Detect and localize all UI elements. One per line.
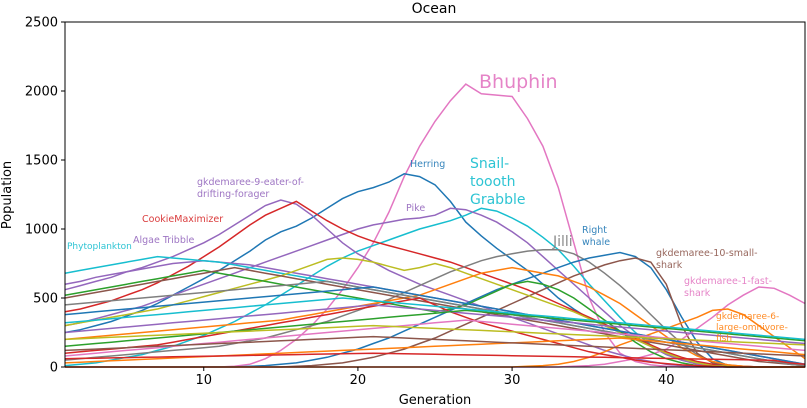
series-label-bhuphin: Bhuphin	[479, 71, 558, 93]
series-label-algae-tribble: Algae Tribble	[133, 235, 195, 246]
series-label-gkdemaree-10-small-shark: gkdemaree-10-small-shark	[656, 248, 758, 271]
series-labels: Bhuphin Herring Snail-toooth Grabble Pike gkd…	[67, 71, 788, 344]
series-line-unlabeled-16	[64, 266, 806, 367]
y-axis-label: Population	[0, 161, 15, 229]
series-label-gkdemaree-1-fast-shark: gkdemaree-1-fast-shark	[684, 276, 772, 299]
series-line-pike	[64, 207, 805, 368]
series-line-unlabeled-19	[64, 286, 806, 365]
series-line-unlabeled-14	[64, 269, 805, 368]
series-line-unlabeled-18	[64, 297, 805, 368]
series-line-cookiemaximizer	[64, 200, 805, 368]
series-label-pike: Pike	[406, 203, 425, 214]
x-axis-label: Generation	[399, 393, 472, 408]
series-line-unlabeled-21	[64, 309, 806, 348]
series-label-cookiemaximizer: CookieMaximizer	[142, 214, 223, 225]
chart-title: Ocean	[412, 1, 457, 17]
series-label-herring: Herring	[410, 159, 445, 170]
x-tick-label: 20	[350, 373, 367, 388]
y-tick-label: 0	[50, 361, 58, 376]
y-tick-label: 1500	[25, 154, 58, 169]
y-tick-label: 2000	[25, 85, 58, 100]
plot-frame	[64, 21, 806, 368]
y-axis: 0 500 1000 1500 2000 2500	[25, 16, 65, 376]
series-line-unlabeled-24	[64, 324, 806, 346]
x-axis: 10 20 30 40	[195, 367, 675, 388]
y-tick-label: 2500	[25, 16, 58, 31]
y-tick-label: 500	[33, 292, 58, 307]
series-line-unlabeled-17	[64, 280, 806, 367]
series-label-gkdemaree-9-eater-of-drifting-forager: gkdemaree-9-eater-of-drifting-forager	[197, 177, 304, 200]
y-tick-label: 1000	[25, 223, 58, 238]
series-line-unlabeled-26	[64, 335, 806, 357]
series-line-unlabeled-27	[64, 352, 806, 365]
series-line-unlabeled-25	[64, 337, 806, 364]
series-label-snail-toooth-grabble: Snail-toooth Grabble	[470, 156, 525, 208]
x-tick-label: 40	[658, 373, 675, 388]
series-label-phytoplankton: Phytoplankton	[67, 242, 132, 252]
series-label-jilli: Jilli	[552, 234, 573, 250]
series-line-unlabeled-20	[64, 304, 806, 345]
series-line-unlabeled-22	[64, 297, 806, 341]
series-label-right-whale: Right whale	[582, 225, 610, 248]
x-tick-label: 30	[504, 373, 521, 388]
x-tick-label: 10	[195, 373, 212, 388]
series-label-gkdemaree-6-large-omnivore-fish: gkdemaree-6-large-omnivore-fish	[716, 312, 788, 344]
plot-lines	[64, 83, 806, 368]
